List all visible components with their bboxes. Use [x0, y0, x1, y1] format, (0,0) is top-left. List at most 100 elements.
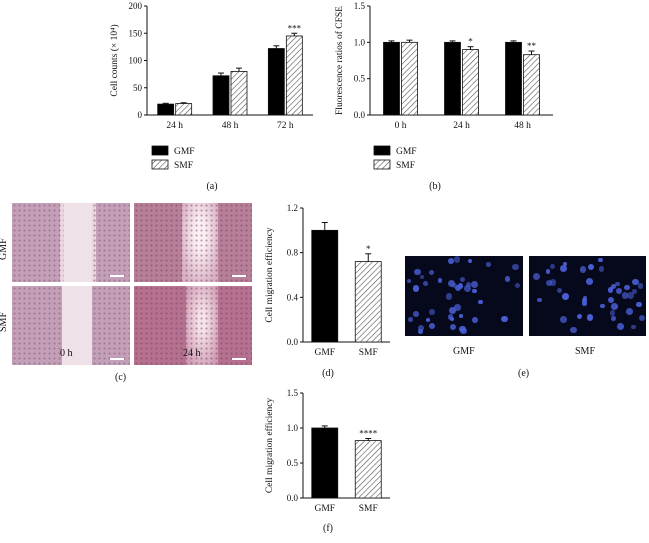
cell-nucleus	[549, 263, 555, 269]
chart-b-svg: 0.0 0.5 1.0 1.5 Fluorescence ratios of CFSE 0…	[334, 1, 553, 192]
y-tick-label: 150	[129, 28, 143, 38]
cell-nucleus	[570, 326, 577, 334]
cell-nucleus	[458, 313, 463, 318]
cell-nucleus	[610, 316, 616, 322]
y-tick-label: 0.4	[287, 292, 299, 302]
cell-nucleus	[598, 258, 603, 263]
cell-nucleus	[463, 284, 471, 292]
y-tick-label: 0	[138, 110, 143, 120]
panel-label: (d)	[322, 368, 334, 379]
bar	[230, 71, 248, 116]
cell-nucleus	[454, 285, 461, 292]
significance-marker: **	[527, 41, 537, 51]
y-tick-label: 0.5	[287, 458, 299, 468]
cell-nucleus	[586, 278, 593, 285]
cell-nucleus	[465, 282, 472, 288]
panel-c-col-label-24h: 24 h	[183, 348, 201, 359]
cell-nucleus	[449, 306, 457, 314]
cell-nucleus	[414, 268, 421, 275]
wound-image-gmf-24h	[134, 203, 252, 282]
panel-e: GMF SMF (e)	[405, 250, 649, 385]
cell-nucleus	[459, 325, 466, 332]
panel-b: 0.0 0.5 1.0 1.5 Fluorescence ratios of CFSE 0…	[330, 0, 580, 195]
cell-nucleus	[423, 281, 428, 287]
wound-image-smf-0h	[12, 286, 130, 365]
bar	[444, 41, 461, 116]
cell-nucleus	[635, 301, 642, 308]
wound-image-smf-24h	[134, 286, 252, 365]
cell-nucleus	[587, 264, 594, 271]
legend-swatch	[373, 145, 391, 156]
y-axis-label: Cell migration efficiency	[264, 398, 275, 494]
cell-nucleus	[532, 272, 540, 280]
cell-nucleus	[453, 256, 461, 263]
cell-nucleus	[449, 316, 454, 321]
cell-nucleus	[637, 282, 644, 289]
bar	[311, 427, 339, 499]
bar	[212, 75, 230, 116]
cell-nucleus	[472, 289, 477, 294]
panel-label: (f)	[323, 523, 333, 534]
y-tick-label: 1.5	[287, 388, 299, 398]
legend-swatch	[151, 159, 169, 170]
y-tick-label: 1.0	[287, 423, 299, 433]
cell-nucleus	[449, 323, 457, 331]
y-tick-label: 0.0	[354, 110, 366, 120]
cell-nucleus	[419, 274, 425, 279]
panel-e-label: (e)	[518, 368, 530, 379]
panel-c-row-label-smf: SMF	[0, 311, 9, 332]
y-tick-label: 1.2	[287, 203, 298, 213]
y-tick-label: 100	[129, 56, 143, 66]
cell-nucleus	[615, 287, 623, 295]
cell-nucleus	[537, 298, 542, 303]
x-tick-label: GMF	[314, 504, 335, 514]
legend-label: GMF	[174, 147, 195, 157]
bar	[285, 35, 303, 116]
x-tick-label: SMF	[359, 504, 378, 514]
cell-nucleus	[609, 310, 615, 316]
cell-nucleus	[598, 266, 605, 273]
legend-swatch	[151, 145, 169, 156]
y-axis-label: Cell migration efficiency	[264, 227, 275, 323]
cell-nucleus	[418, 325, 425, 332]
x-tick-label: 0 h	[395, 121, 407, 131]
scale-bar	[110, 358, 124, 360]
cell-nucleus	[428, 323, 435, 329]
cell-nucleus	[428, 269, 434, 275]
cell-nucleus	[638, 314, 646, 321]
chart-d-svg: 0.0 0.4 0.8 1.2 Cell migration efficiency GMF…	[264, 203, 390, 379]
panel-c-col-label-0h: 0 h	[60, 348, 73, 359]
panel-c-row-label-gmf: GMF	[0, 238, 9, 260]
cell-nucleus	[468, 258, 473, 264]
bar	[383, 41, 400, 116]
x-tick-label: 24 h	[453, 121, 470, 131]
cell-nucleus	[407, 317, 413, 323]
fluorescence-image-gmf	[405, 256, 523, 336]
bar	[401, 41, 418, 116]
y-tick-label: 0.0	[287, 493, 299, 503]
cell-nucleus	[478, 299, 484, 305]
x-tick-label: SMF	[359, 348, 378, 358]
cell-nucleus	[631, 324, 636, 330]
bar	[523, 54, 540, 116]
significance-marker: ***	[288, 23, 302, 33]
scale-bar	[110, 275, 124, 277]
cell-nucleus	[425, 317, 430, 322]
cell-nucleus	[562, 261, 567, 266]
cell-nucleus	[579, 266, 586, 273]
cell-nucleus	[452, 282, 458, 289]
bar	[311, 229, 339, 343]
significance-marker: *	[468, 37, 473, 47]
cell-nucleus	[624, 284, 630, 291]
cell-nucleus	[582, 297, 588, 303]
y-tick-label: 200	[129, 1, 143, 11]
cell-nucleus	[514, 282, 520, 288]
cell-nucleus	[626, 308, 633, 316]
cell-nucleus	[627, 292, 634, 300]
chart-f-svg: 0.0 0.5 1.0 1.5 Cell migration efficiency GMF…	[264, 388, 390, 534]
panel-label: (b)	[429, 181, 441, 192]
x-tick-label: 48 h	[222, 121, 239, 131]
cell-nucleus	[617, 323, 624, 330]
cell-nucleus	[560, 265, 567, 272]
bar	[267, 48, 285, 116]
